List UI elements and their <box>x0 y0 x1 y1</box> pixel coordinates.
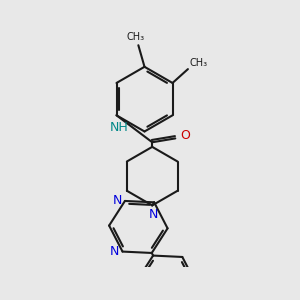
Text: N: N <box>110 245 119 258</box>
Text: N: N <box>112 194 122 208</box>
Text: N: N <box>149 208 158 221</box>
Text: NH: NH <box>110 121 128 134</box>
Text: CH₃: CH₃ <box>127 32 145 42</box>
Text: O: O <box>180 129 190 142</box>
Text: CH₃: CH₃ <box>190 58 208 68</box>
